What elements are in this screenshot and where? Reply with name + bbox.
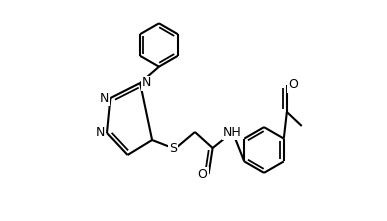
Text: O: O (198, 168, 207, 181)
Text: N: N (96, 126, 105, 139)
Text: N: N (99, 91, 109, 105)
Text: N: N (142, 76, 151, 90)
Text: O: O (288, 78, 298, 91)
Text: S: S (169, 141, 176, 154)
Text: NH: NH (223, 126, 242, 139)
